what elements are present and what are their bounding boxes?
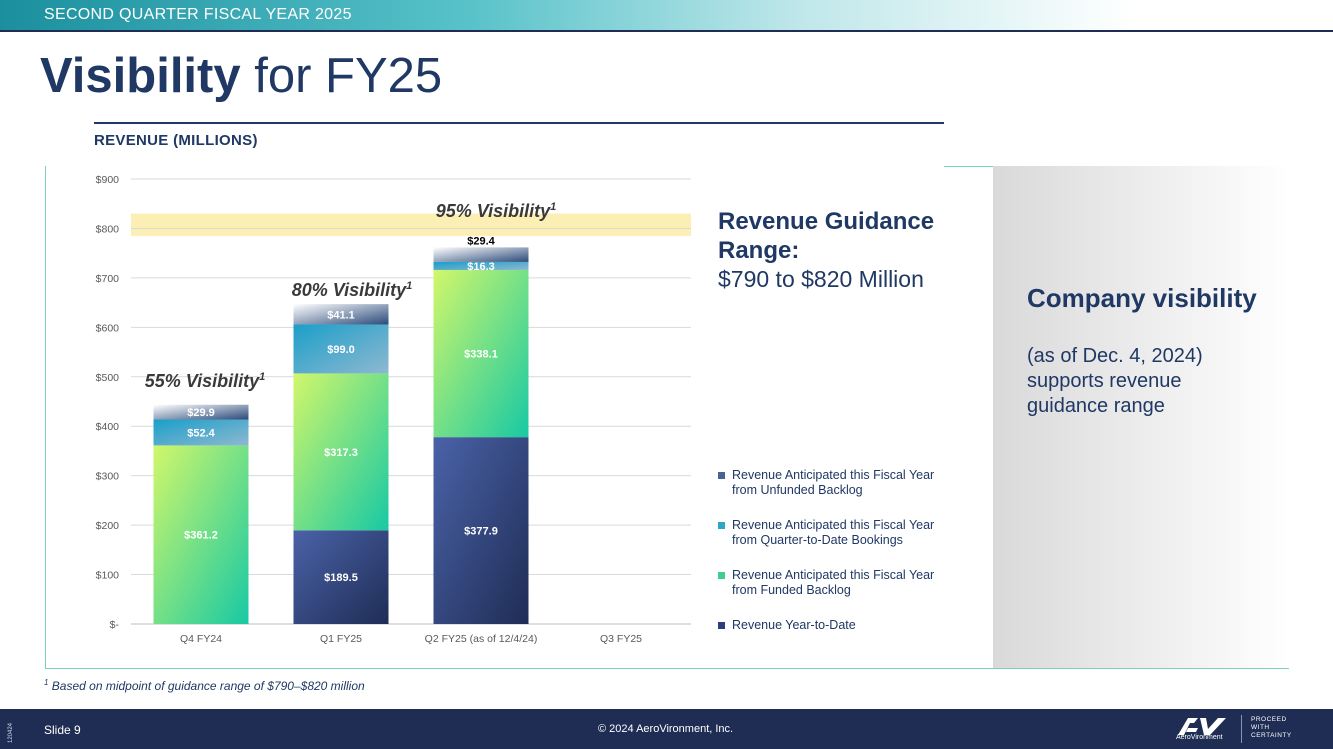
legend-label: Revenue Year-to-Date (732, 618, 856, 632)
y-tick-label: $800 (96, 223, 120, 235)
bar-segment (433, 247, 529, 262)
tagline-line: WITH (1251, 724, 1270, 731)
bar-segment (153, 445, 249, 624)
bar-segment (433, 437, 529, 624)
guidance-range: $790 to $820 Million (718, 266, 924, 292)
footnote: 1 Based on midpoint of guidance range of… (44, 678, 365, 693)
data-label: $99.0 (327, 344, 355, 356)
data-label: $41.1 (327, 309, 355, 321)
bar-segment (433, 261, 529, 270)
visibility-label: 95% Visibility1 (436, 201, 557, 221)
y-tick-label: $300 (96, 471, 120, 483)
bar-segment (153, 404, 249, 420)
bar-segment (293, 530, 389, 624)
bar-segment (153, 419, 249, 446)
guidance-heading: Revenue Guidance Range: (718, 208, 935, 264)
legend-label: Revenue Anticipated this Fiscal Year fro… (732, 518, 935, 547)
data-label: $52.4 (187, 427, 215, 439)
y-tick-label: $500 (96, 372, 120, 384)
tagline-line: PROCEED (1251, 716, 1287, 723)
side-panel-heading: Company visibility (1027, 283, 1257, 313)
slide-number: Slide 9 (44, 723, 81, 737)
data-label: $29.4 (467, 235, 495, 247)
legend-label: Revenue Anticipated this Fiscal Year fro… (732, 568, 935, 597)
legend-swatch (718, 522, 725, 529)
bar-segment (293, 324, 389, 374)
visibility-footnote-marker: 1 (406, 280, 412, 292)
y-tick-label: $200 (96, 520, 120, 532)
x-tick-label: Q1 FY25 (320, 633, 362, 645)
logo-divider (1241, 715, 1242, 743)
section-label: SECOND QUARTER FISCAL YEAR 2025 (44, 6, 352, 23)
y-tick-label: $100 (96, 570, 120, 582)
doc-id: 120424 (8, 722, 14, 743)
footnote-text: Based on midpoint of guidance range of $… (48, 679, 365, 693)
x-tick-label: Q3 FY25 (600, 633, 642, 645)
data-label: $189.5 (324, 572, 358, 584)
visibility-label: 80% Visibility1 (292, 280, 413, 300)
page-title: Visibility for FY25 (40, 48, 442, 104)
legend-label: Revenue Anticipated this Fiscal Year fro… (732, 468, 935, 497)
tagline-line: CERTAINTY (1251, 732, 1292, 739)
visibility-label: 55% Visibility1 (145, 371, 266, 391)
legend-swatch (718, 472, 725, 479)
guidance-band (131, 213, 691, 236)
legend-swatch (718, 622, 725, 629)
visibility-footnote-marker: 1 (259, 371, 265, 383)
chart-title: REVENUE (MILLIONS) (94, 132, 258, 149)
data-label: $317.3 (324, 447, 358, 459)
y-tick-label: $400 (96, 421, 120, 433)
footer-bar: 120424 Slide 9 © 2024 AeroVironment, Inc… (0, 709, 1333, 749)
bar-segment (293, 304, 389, 325)
y-tick-label: $700 (96, 273, 120, 285)
copyright: © 2024 AeroVironment, Inc. (598, 723, 734, 735)
footnote-marker: 1 (44, 678, 49, 687)
bar-segment (433, 269, 529, 438)
guidance-block: Revenue Guidance Range: $790 to $820 Mil… (718, 207, 958, 294)
y-tick-label: $900 (96, 174, 120, 186)
data-label: $29.9 (187, 407, 215, 419)
av-logo-icon (1178, 718, 1226, 735)
page-title-rest: for FY25 (240, 49, 443, 103)
bar-segment (293, 373, 389, 531)
x-tick-label: Q2 FY25 (as of 12/4/24) (425, 633, 538, 645)
title-rule (94, 122, 944, 124)
header-bar: SECOND QUARTER FISCAL YEAR 2025 (0, 0, 1333, 32)
data-label: $377.9 (464, 526, 498, 538)
y-tick-label: $- (110, 619, 120, 631)
tagline: PROCEED WITH CERTAINTY (1251, 716, 1292, 740)
x-tick-label: Q4 FY24 (180, 633, 222, 645)
page-title-bold: Visibility (40, 49, 241, 103)
data-label: $361.2 (184, 530, 218, 542)
logo-name: AeroVironment (1176, 734, 1223, 741)
data-label: $338.1 (464, 349, 498, 361)
y-tick-label: $600 (96, 322, 120, 334)
data-label: $16.3 (467, 261, 495, 273)
side-panel: Company visibility (as of Dec. 4, 2024) … (993, 166, 1289, 668)
legend-swatch (718, 572, 725, 579)
side-panel-subtext: (as of Dec. 4, 2024) supports revenue gu… (1027, 345, 1203, 417)
visibility-footnote-marker: 1 (550, 201, 556, 213)
